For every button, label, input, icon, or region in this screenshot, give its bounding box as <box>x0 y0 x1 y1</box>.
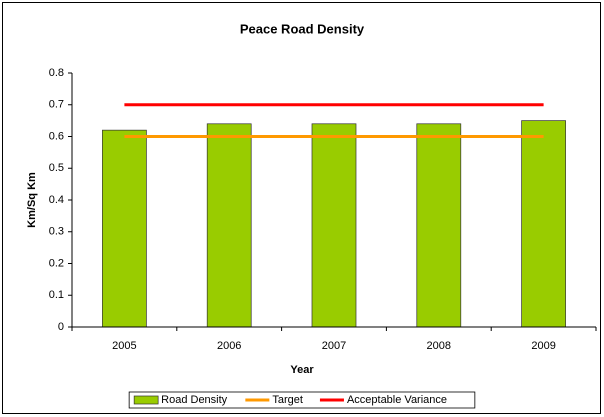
y-tick-label: 0 <box>58 321 64 333</box>
y-tick-label: 0.3 <box>49 226 64 238</box>
y-axis-label: Km/Sq Km <box>26 172 38 228</box>
legend-label: Road Density <box>161 394 228 406</box>
y-tick-label: 0.1 <box>49 289 64 301</box>
bar <box>521 120 566 328</box>
y-tick-label: 0.2 <box>49 257 64 269</box>
chart-title: Peace Road Density <box>240 21 365 36</box>
x-tick-label: 2005 <box>112 340 136 352</box>
bar <box>416 123 462 328</box>
x-axis-label: Year <box>290 364 314 376</box>
legend-box <box>128 391 476 409</box>
bar <box>102 129 147 328</box>
bar <box>311 123 357 328</box>
x-tick-label: 2009 <box>531 340 555 352</box>
bar <box>206 123 252 328</box>
y-tick-label: 0.6 <box>49 130 64 142</box>
legend-swatch <box>133 395 159 405</box>
x-tick-label: 2007 <box>322 340 346 352</box>
legend-label: Acceptable Variance <box>347 394 447 406</box>
y-tick-label: 0.4 <box>49 194 64 206</box>
chart-border <box>2 2 601 414</box>
y-tick-label: 0.5 <box>49 162 64 174</box>
x-tick-label: 2006 <box>217 340 241 352</box>
y-tick-label: 0.8 <box>49 67 64 79</box>
x-tick-label: 2008 <box>427 340 451 352</box>
legend-label: Target <box>272 394 303 406</box>
y-tick-label: 0.7 <box>49 99 64 111</box>
